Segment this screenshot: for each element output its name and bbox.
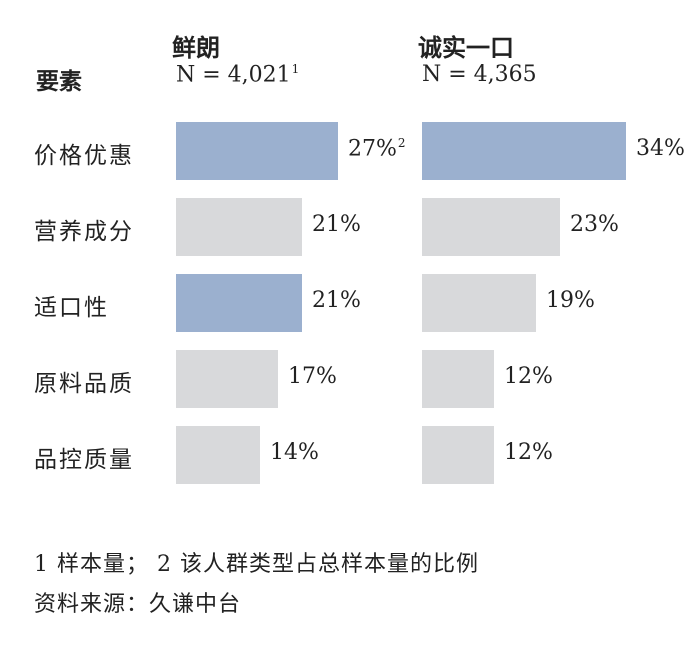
bar-chengshi-ingredient [422, 350, 494, 408]
value-label-chengshi-price: 34% [636, 136, 685, 161]
value-label-chengshi-nutrition: 23% [570, 212, 619, 237]
bar-xianlang-price [176, 122, 338, 180]
value-label-chengshi-quality: 12% [504, 440, 553, 465]
bar-chengshi-palatability [422, 274, 536, 332]
series-n-chengshi: N = 4,365 [422, 62, 537, 87]
category-label-price: 价格优惠 [34, 143, 134, 169]
row-header: 要素 [36, 68, 82, 95]
category-label-palatability: 适口性 [34, 295, 109, 321]
value-label-chengshi-ingredient: 12% [504, 364, 553, 389]
category-label-nutrition: 营养成分 [34, 219, 134, 245]
bar-chengshi-nutrition [422, 198, 560, 256]
series-n-xianlang: N = 4,0211 [176, 62, 300, 88]
bar-xianlang-palatability [176, 274, 302, 332]
value-label-xianlang-quality: 14% [270, 440, 319, 465]
bar-chengshi-price [422, 122, 626, 180]
category-label-quality: 品控质量 [34, 447, 134, 473]
source-text: 资料来源：久谦中台 [34, 592, 242, 617]
bar-xianlang-nutrition [176, 198, 302, 256]
bar-xianlang-ingredient [176, 350, 278, 408]
value-label-xianlang-nutrition: 21% [312, 212, 361, 237]
category-label-ingredient: 原料品质 [34, 371, 134, 397]
series-title-xianlang: 鲜朗 [172, 33, 220, 62]
series-title-chengshi: 诚实一口 [418, 33, 514, 62]
value-label-chengshi-palatability: 19% [546, 288, 595, 313]
bar-chengshi-quality [422, 426, 494, 484]
value-label-xianlang-ingredient: 17% [288, 364, 337, 389]
bar-xianlang-quality [176, 426, 260, 484]
value-label-xianlang-price: 27%2 [348, 136, 406, 162]
value-label-xianlang-palatability: 21% [312, 288, 361, 313]
footnote-text: 1 样本量； 2 该人群类型占总样本量的比例 [34, 552, 479, 577]
